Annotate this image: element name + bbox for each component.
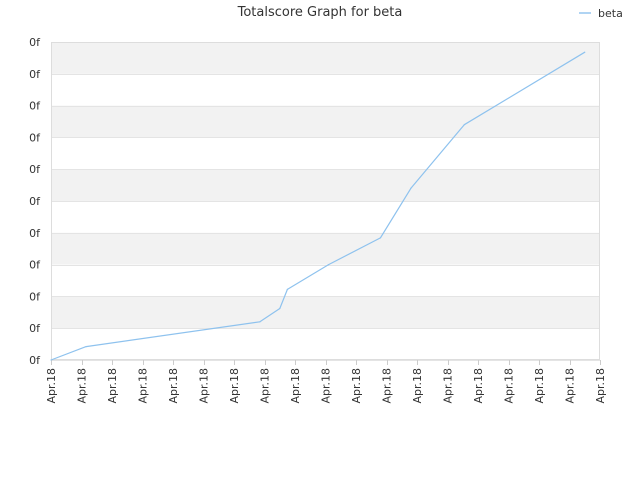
y-tick-label: 0f	[29, 290, 41, 303]
x-tick-label: Apr.18	[289, 368, 302, 404]
x-tick-label: Apr.18	[198, 368, 211, 404]
y-tick-label: 0f	[29, 227, 41, 240]
x-tick-label: Apr.18	[137, 368, 150, 404]
y-tick-label: 0f	[29, 195, 41, 208]
chart-title: Totalscore Graph for beta	[237, 5, 403, 20]
x-tick-label: Apr.18	[564, 368, 577, 404]
legend-label-beta: beta	[598, 7, 623, 20]
data-point-beta	[410, 187, 412, 189]
x-tick-label: Apr.18	[259, 368, 272, 404]
x-tick-label: Apr.18	[350, 368, 363, 404]
series-layer	[50, 51, 586, 361]
grid-band	[51, 105, 600, 138]
y-tick-label: 0f	[29, 100, 41, 113]
data-point-beta	[85, 346, 87, 348]
plot-frame	[51, 42, 600, 360]
data-point-beta	[50, 359, 52, 361]
x-tick-label: Apr.18	[472, 368, 485, 404]
y-tick-label: 0f	[29, 354, 41, 367]
x-tick-label: Apr.18	[76, 368, 89, 404]
y-axis-ticks: 0f 0f 0f 0f 0f 0f 0f 0f 0f 0f 0f	[29, 36, 41, 367]
data-point-beta	[584, 51, 586, 53]
x-tick-label: Apr.18	[106, 368, 119, 404]
x-tick-label: Apr.18	[503, 368, 516, 404]
grid-band	[51, 169, 600, 201]
grid-band	[51, 232, 600, 265]
data-point-beta	[327, 264, 330, 266]
x-tick-label: Apr.18	[45, 368, 58, 404]
x-tick-label: Apr.18	[381, 368, 394, 404]
x-tick-label: Apr.18	[594, 368, 607, 404]
x-tick-label: Apr.18	[167, 368, 180, 404]
plot-background-bands	[51, 42, 600, 329]
x-tick-label: Apr.18	[533, 368, 546, 404]
y-tick-label: 0f	[29, 36, 41, 49]
y-tick-label: 0f	[29, 68, 41, 81]
x-tick-label: Apr.18	[228, 368, 241, 404]
data-point-beta	[463, 124, 465, 126]
data-point-beta	[279, 307, 281, 310]
grid-band	[51, 42, 600, 74]
x-tick-label: Apr.18	[442, 368, 455, 404]
x-axis-ticks: Apr.18 Apr.18 Apr.18 Apr.18 Apr.18 Apr.18 Apr.…	[45, 360, 607, 404]
x-tick-label: Apr.18	[320, 368, 333, 404]
y-tick-label: 0f	[29, 131, 41, 144]
y-tick-label: 0f	[29, 163, 41, 176]
y-tick-label: 0f	[29, 322, 41, 335]
grid-band	[51, 296, 600, 329]
data-point-beta	[259, 321, 261, 323]
y-tick-label: 0f	[29, 259, 41, 272]
x-tick-label: Apr.18	[411, 368, 424, 404]
legend: beta	[579, 7, 623, 20]
data-point-beta	[286, 288, 288, 291]
data-point-beta	[379, 237, 381, 239]
series-line-beta	[50, 51, 586, 361]
